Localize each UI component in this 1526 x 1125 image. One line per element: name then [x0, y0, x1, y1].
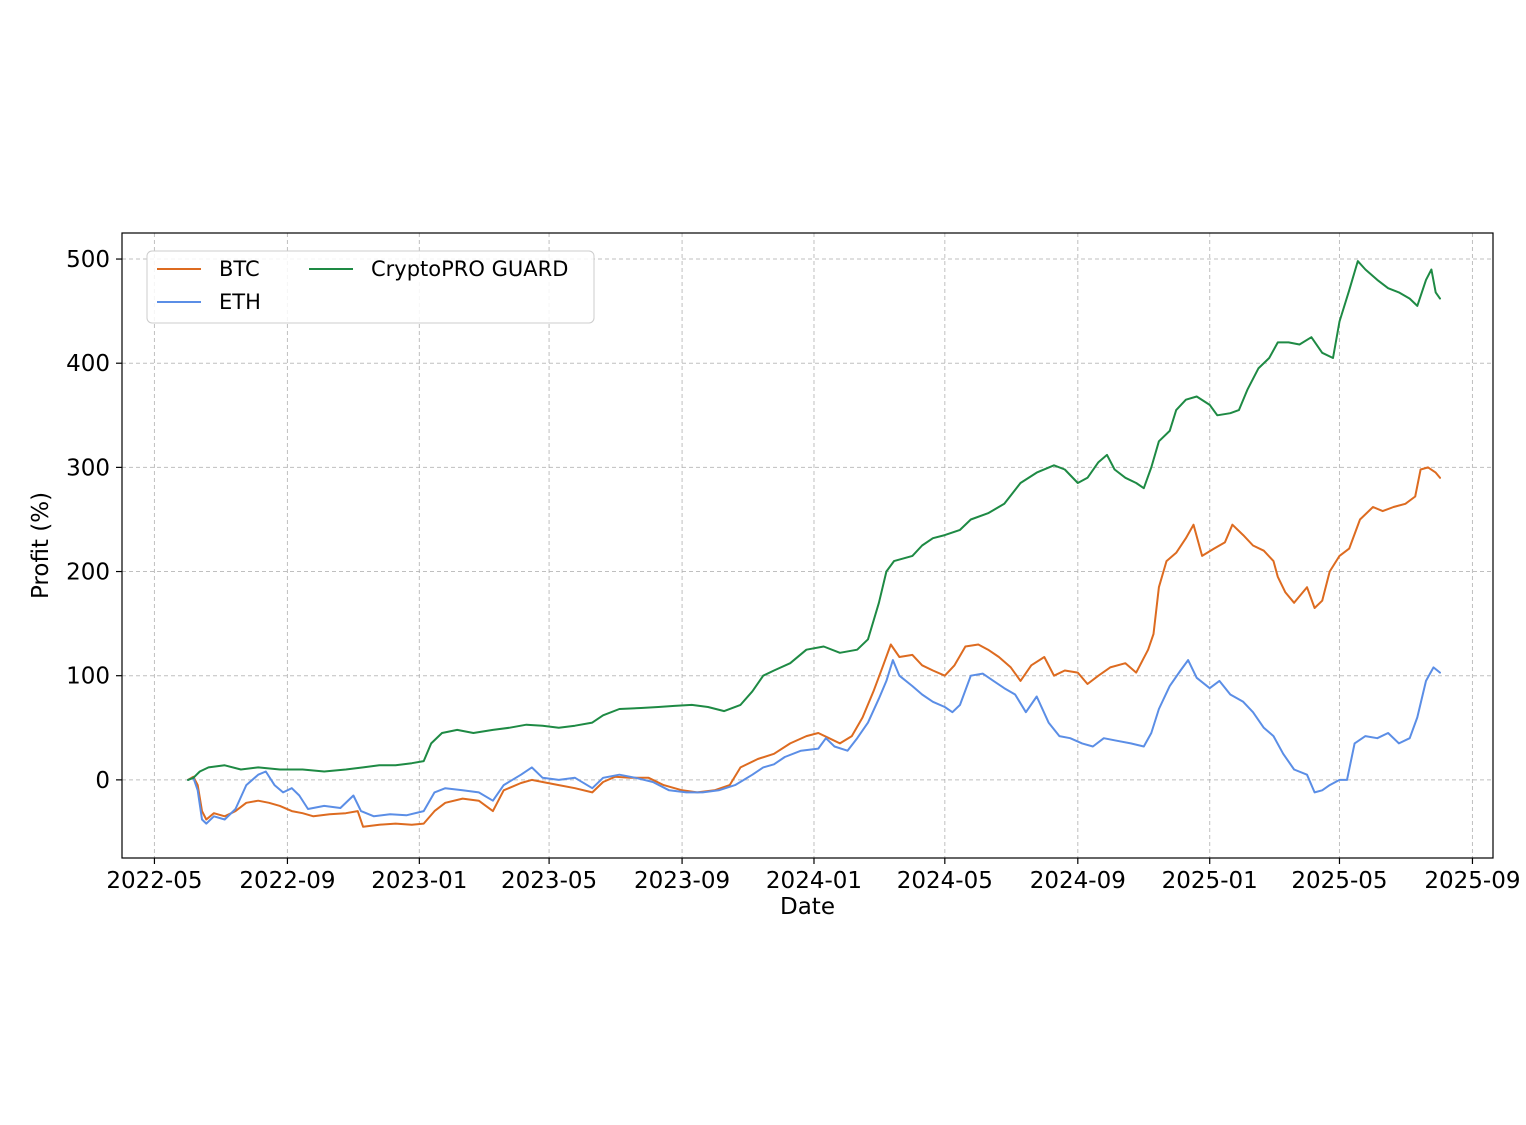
- x-tick-label: 2023-01: [371, 868, 467, 894]
- x-tick-label: 2025-09: [1424, 868, 1520, 894]
- y-tick-label: 500: [66, 247, 110, 273]
- y-axis-label: Profit (%): [28, 492, 54, 599]
- x-tick-label: 2024-05: [897, 868, 993, 894]
- y-tick-label: 100: [66, 664, 110, 690]
- x-axis-ticks: 2022-05 2022-09 2023-01 2023-05 2023-09 2024-…: [106, 858, 1521, 894]
- x-tick-label: 2023-05: [501, 868, 597, 894]
- x-tick-label: 2023-09: [634, 868, 730, 894]
- legend-label-eth: ETH: [219, 290, 261, 314]
- legend-label-btc: BTC: [219, 257, 260, 281]
- legend: BTC ETH CryptoPRO GUARD: [146, 250, 595, 324]
- x-tick-label: 2022-05: [106, 868, 202, 894]
- y-tick-label: 400: [66, 351, 110, 377]
- y-tick-label: 300: [66, 455, 110, 481]
- series-line-cryptopro-guard: [187, 260, 1441, 781]
- plot-frame: [121, 232, 1494, 859]
- y-axis-ticks: 0 100 200 300 400 500: [66, 247, 122, 794]
- y-tick-label: 200: [66, 560, 110, 586]
- legend-box: [146, 250, 595, 324]
- y-tick-label: 0: [95, 768, 110, 794]
- series-line-btc: [187, 466, 1441, 828]
- x-axis-label: Date: [780, 894, 835, 920]
- series-line-eth: [187, 659, 1441, 825]
- x-tick-label: 2024-09: [1030, 868, 1126, 894]
- x-tick-label: 2025-05: [1291, 868, 1387, 894]
- legend-label-cryptopro-guard: CryptoPRO GUARD: [371, 257, 568, 281]
- x-tick-label: 2025-01: [1162, 868, 1258, 894]
- grid: [122, 233, 1493, 858]
- x-tick-label: 2022-09: [239, 868, 335, 894]
- x-tick-label: 2024-01: [766, 868, 862, 894]
- series-lines: [187, 260, 1441, 828]
